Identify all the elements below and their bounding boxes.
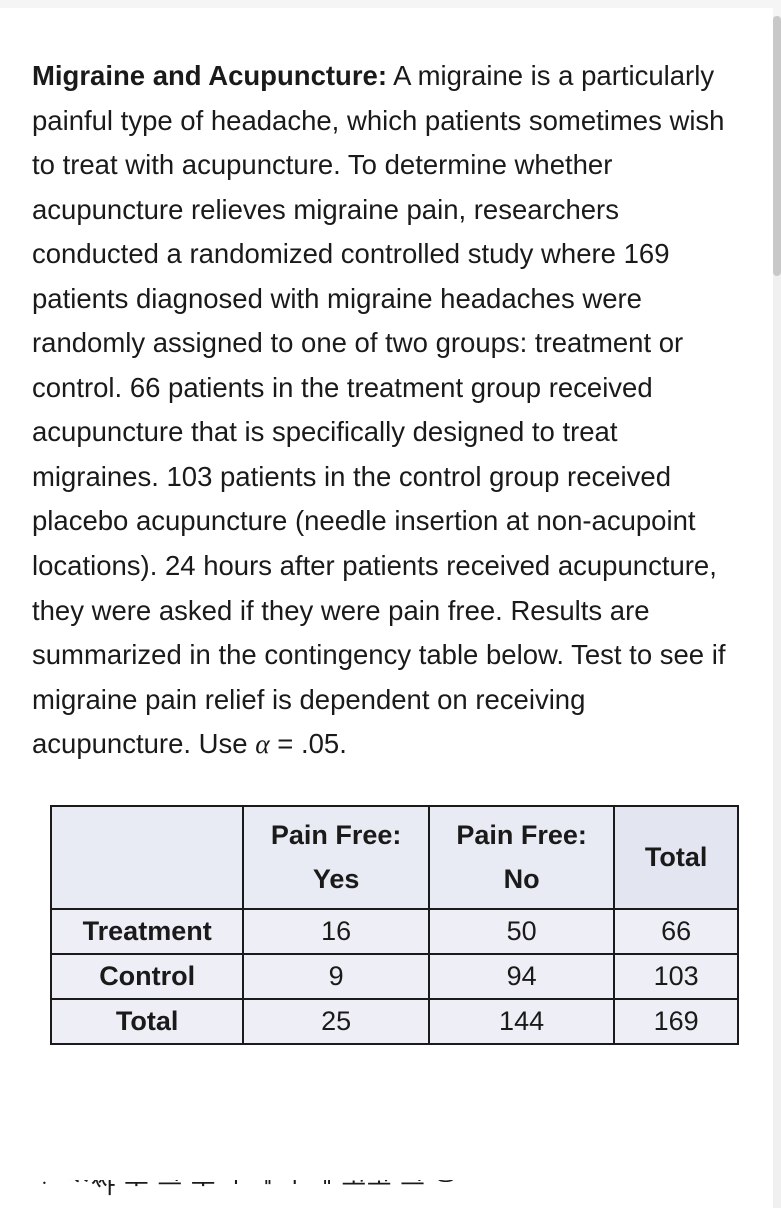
alpha-symbol: α: [255, 728, 269, 759]
cell: 9: [243, 954, 428, 999]
body-after-alpha: = .05.: [270, 728, 347, 759]
cell: 169: [614, 999, 738, 1044]
cell: 25: [243, 999, 428, 1044]
cell: 66: [614, 909, 738, 954]
cell: 16: [243, 909, 428, 954]
header-pain-free-no: Pain Free: No: [429, 806, 614, 909]
cutoff-text-row: ᆞ ᄿᄿᅣ ᅮ ᆣ ᅮᅵ ᆘᅵ ᅵᅵ ᆚᅶ ᆣ ᅌ: [32, 1180, 749, 1202]
cell: 144: [429, 999, 614, 1044]
row-label-total: Total: [51, 999, 243, 1044]
contingency-table: Pain Free: Yes Pain Free: No Total Treat…: [50, 805, 739, 1045]
table-header-row: Pain Free: Yes Pain Free: No Total: [51, 806, 738, 909]
lead-bold: Migraine and Acupuncture:: [32, 60, 387, 91]
table-row: Treatment 16 50 66: [51, 909, 738, 954]
cell: 50: [429, 909, 614, 954]
problem-paragraph: Migraine and Acupuncture: A migraine is …: [32, 54, 749, 767]
table-row: Control 9 94 103: [51, 954, 738, 999]
table-body: Treatment 16 50 66 Control 9 94 103 Tota…: [51, 909, 738, 1044]
contingency-table-wrap: Pain Free: Yes Pain Free: No Total Treat…: [50, 805, 739, 1045]
scrollbar-thumb[interactable]: [773, 16, 781, 276]
row-label-control: Control: [51, 954, 243, 999]
header-pain-free-yes: Pain Free: Yes: [243, 806, 428, 909]
header-corner: [51, 806, 243, 909]
row-label-treatment: Treatment: [51, 909, 243, 954]
document-page: Migraine and Acupuncture: A migraine is …: [0, 8, 773, 1208]
cell: 103: [614, 954, 738, 999]
cell: 94: [429, 954, 614, 999]
body-before-alpha: A migraine is a particularly painful typ…: [32, 60, 726, 759]
header-total: Total: [614, 806, 738, 909]
table-row: Total 25 144 169: [51, 999, 738, 1044]
